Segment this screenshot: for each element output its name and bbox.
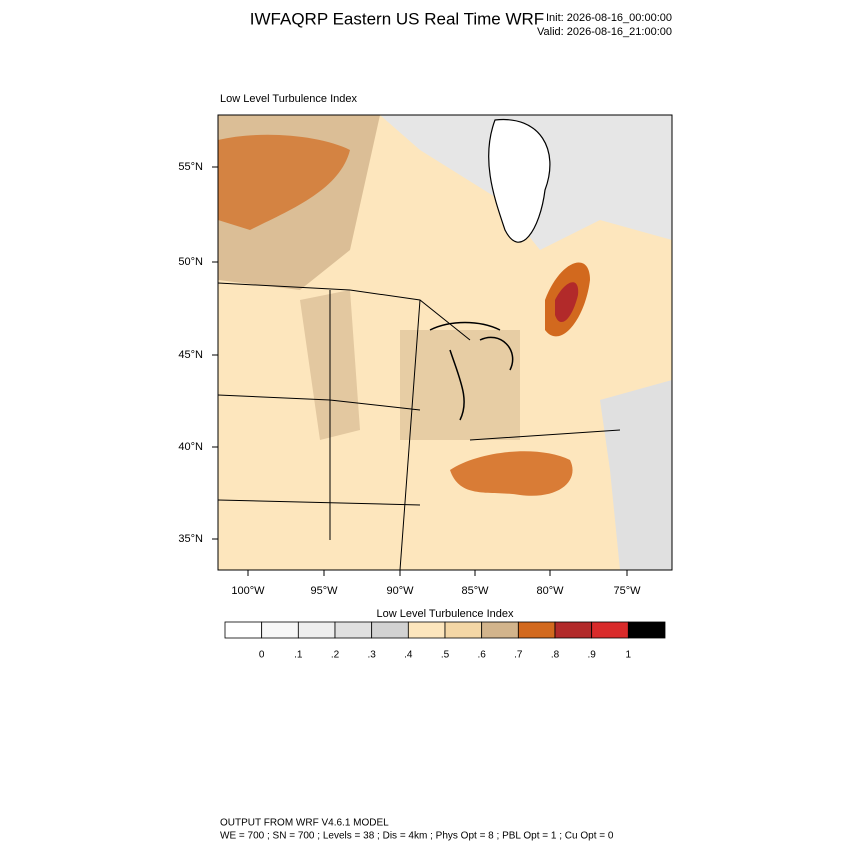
colorbar-swatch xyxy=(591,621,629,639)
bay xyxy=(488,118,551,243)
colorbar-label: .7 xyxy=(514,650,523,661)
colorbar-swatch xyxy=(261,621,299,639)
colorbar-swatch xyxy=(517,621,556,639)
lat-label: 50°N xyxy=(178,256,203,268)
valid-time: Valid: 2026-08-16_21:00:00 xyxy=(537,26,672,38)
lat-label: 35°N xyxy=(178,533,203,545)
colorbar-swatch xyxy=(407,621,446,639)
lat-label: 40°N xyxy=(178,441,203,453)
lon-label: 75°W xyxy=(613,585,641,597)
lon-label: 100°W xyxy=(231,585,265,597)
region xyxy=(555,282,579,323)
colorbar-swatch xyxy=(444,621,483,639)
colorbar-swatch xyxy=(554,621,593,639)
colorbar-label: .9 xyxy=(587,650,596,661)
map-frame xyxy=(217,114,673,571)
colorbar-swatch xyxy=(334,621,373,639)
lat-label: 45°N xyxy=(178,349,203,361)
title: IWFAQRP Eastern US Real Time WRF xyxy=(250,9,544,28)
colorbar-label: .5 xyxy=(441,650,450,661)
ocean xyxy=(600,380,672,570)
footer-line: OUTPUT FROM WRF V4.6.1 MODEL xyxy=(220,818,389,829)
footer-line: WE = 700 ; SN = 700 ; Levels = 38 ; Dis … xyxy=(220,831,614,842)
lon-label: 90°W xyxy=(386,585,414,597)
lon-label: 80°W xyxy=(536,585,564,597)
colorbar-swatch xyxy=(224,621,263,639)
colorbar-label: 0 xyxy=(259,650,265,661)
lon-label: 85°W xyxy=(461,585,489,597)
colorbar-label: .8 xyxy=(551,650,560,661)
region xyxy=(218,134,350,230)
colorbar-swatch xyxy=(481,621,519,639)
colorbar-label: .6 xyxy=(477,650,486,661)
region xyxy=(450,451,573,496)
colorbar-title: Low Level Turbulence Index xyxy=(377,608,514,620)
colorbar-label: .2 xyxy=(331,650,340,661)
colorbar-label: 1 xyxy=(626,650,632,661)
lake-shore xyxy=(429,321,514,421)
region xyxy=(400,330,520,440)
init-time: Init: 2026-08-16_00:00:00 xyxy=(546,12,672,24)
colorbar-swatch xyxy=(297,621,336,639)
colorbar-label: .3 xyxy=(367,650,376,661)
colorbar-label: .4 xyxy=(404,650,413,661)
colorbar-swatch xyxy=(371,621,409,639)
boundary xyxy=(218,282,621,570)
lon-label: 95°W xyxy=(310,585,338,597)
colorbar-swatch xyxy=(627,621,666,639)
lat-label: 55°N xyxy=(178,161,203,173)
map-subtitle: Low Level Turbulence Index xyxy=(220,93,357,105)
map xyxy=(217,114,673,571)
colorbar-label: .1 xyxy=(294,650,303,661)
